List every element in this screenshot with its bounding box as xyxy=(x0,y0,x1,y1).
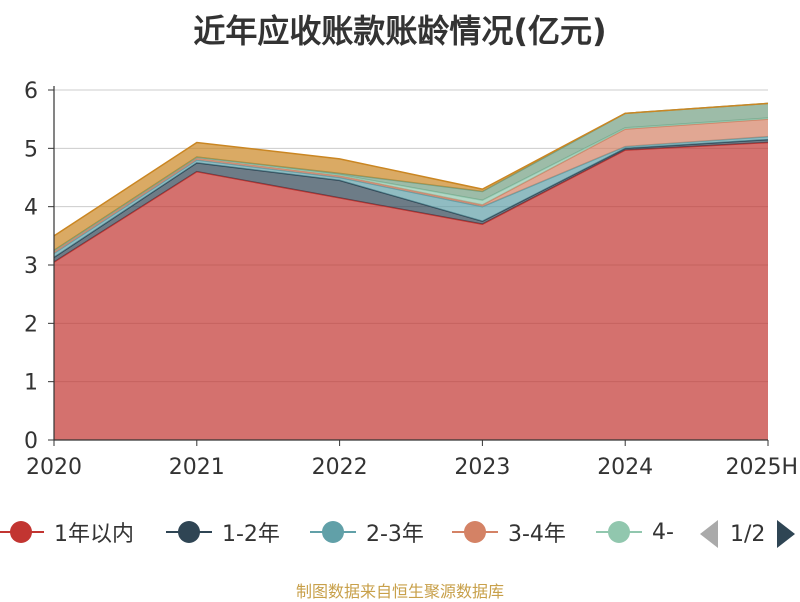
x-tick-label: 2024 xyxy=(597,455,653,480)
legend-swatch-dot xyxy=(464,521,486,543)
legend-swatch-dot xyxy=(608,521,630,543)
y-tick-label: 4 xyxy=(24,196,38,221)
legend-item[interactable]: 1年以内 xyxy=(0,510,134,554)
legend-item[interactable]: 4- xyxy=(596,510,674,554)
y-tick-label: 3 xyxy=(24,254,38,279)
legend: 1年以内 1-2年 2-3年 3-4年 4- xyxy=(0,510,800,554)
legend-label: 2-3年 xyxy=(366,522,424,547)
x-tick-label: 2021 xyxy=(169,455,225,480)
next-page-icon[interactable] xyxy=(777,520,796,548)
y-tick-label: 5 xyxy=(24,137,38,162)
legend-label: 3-4年 xyxy=(508,522,566,547)
y-tick-label: 2 xyxy=(24,312,38,337)
area-series-6 xyxy=(54,103,768,251)
legend-item[interactable]: 3-4年 xyxy=(452,510,566,554)
legend-swatch xyxy=(166,520,212,544)
y-tick-label: 0 xyxy=(24,429,38,454)
legend-swatch-dot xyxy=(322,521,344,543)
x-tick-label: 2023 xyxy=(454,455,510,480)
x-tick-label: 2020 xyxy=(26,455,82,480)
legend-pager: 1/2 xyxy=(700,512,796,556)
legend-label: 4- xyxy=(652,519,674,545)
legend-item[interactable]: 1-2年 xyxy=(166,510,280,554)
legend-label: 1年以内 xyxy=(54,522,134,547)
source-note: 制图数据来自恒生聚源数据库 xyxy=(295,582,504,601)
y-tick-label: 1 xyxy=(24,371,38,396)
legend-swatch-dot xyxy=(10,521,32,543)
prev-page-icon[interactable] xyxy=(700,520,718,548)
legend-page-text: 1/2 xyxy=(730,521,766,547)
legend-items: 1年以内 1-2年 2-3年 3-4年 4- xyxy=(0,510,690,554)
area-series-2-3年 xyxy=(54,136,768,258)
area-series-1年以内 xyxy=(54,142,768,440)
area-series-7 xyxy=(54,103,768,251)
y-tick-label: 6 xyxy=(24,79,38,104)
legend-swatch xyxy=(310,520,356,544)
x-tick-label: 2022 xyxy=(312,455,368,480)
legend-label: 1-2年 xyxy=(222,522,280,547)
legend-swatch-dot xyxy=(178,521,200,543)
legend-swatch xyxy=(0,520,44,544)
x-tick-label: 2025H xyxy=(725,455,798,480)
legend-swatch xyxy=(452,520,498,544)
legend-item[interactable]: 2-3年 xyxy=(310,510,424,554)
area-series-3-4年 xyxy=(54,119,768,254)
legend-swatch xyxy=(596,520,642,544)
series-line xyxy=(53,102,769,237)
chart-title: 近年应收账款账龄情况(亿元) xyxy=(193,12,607,50)
